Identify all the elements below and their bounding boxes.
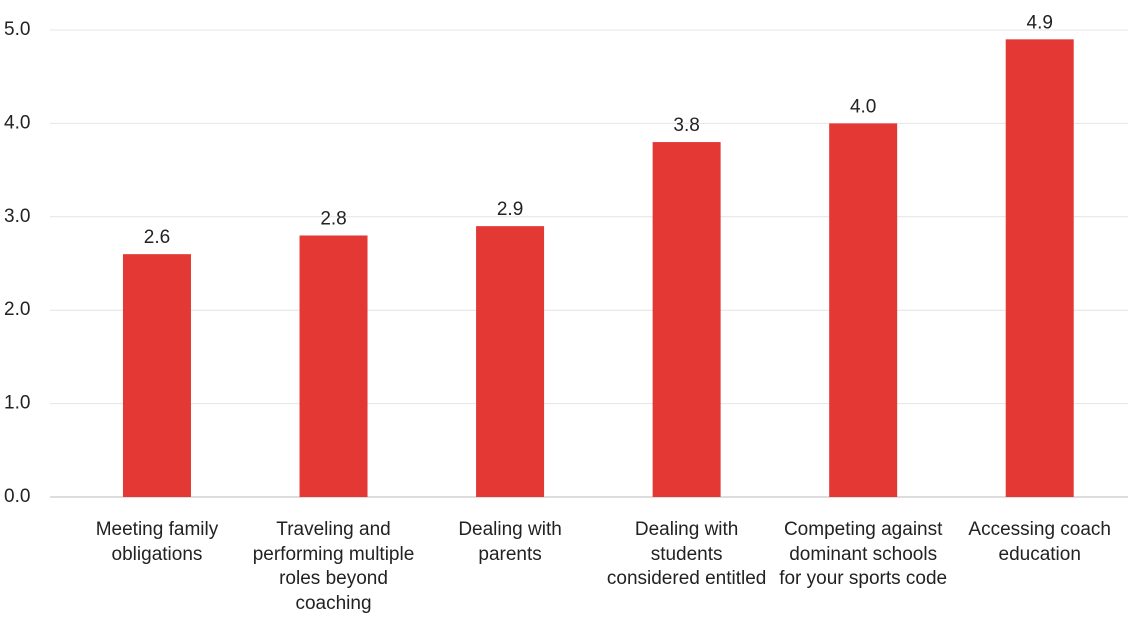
bar [652, 142, 721, 497]
y-tick-label: 3.0 [4, 206, 30, 227]
data-label: 3.8 [673, 115, 699, 136]
bar [122, 254, 191, 497]
y-tick-label: 5.0 [4, 19, 30, 40]
x-tick-label: Competing against dominant schools for y… [779, 519, 948, 589]
data-label: 2.9 [497, 199, 523, 220]
y-tick-label: 4.0 [4, 112, 30, 133]
data-label: 4.0 [850, 96, 876, 117]
bar [299, 235, 368, 498]
bar [476, 226, 545, 497]
x-tick-label: Meeting family obligations [95, 519, 219, 565]
x-tick-label: Dealing with parents [458, 519, 562, 565]
bar [829, 123, 898, 498]
x-tick-label: Traveling and performing multiple roles … [252, 519, 415, 614]
data-label: 4.9 [1027, 12, 1053, 33]
data-label: 2.6 [144, 227, 170, 248]
y-tick-label: 1.0 [4, 393, 30, 414]
x-tick-label: Dealing with students considered entitle… [606, 519, 767, 589]
y-tick-label: 2.0 [4, 299, 30, 320]
x-tick-label: Accessing coach education [968, 519, 1111, 565]
data-label: 2.8 [320, 208, 346, 229]
bar [1005, 39, 1074, 498]
y-tick-label: 0.0 [4, 486, 30, 507]
